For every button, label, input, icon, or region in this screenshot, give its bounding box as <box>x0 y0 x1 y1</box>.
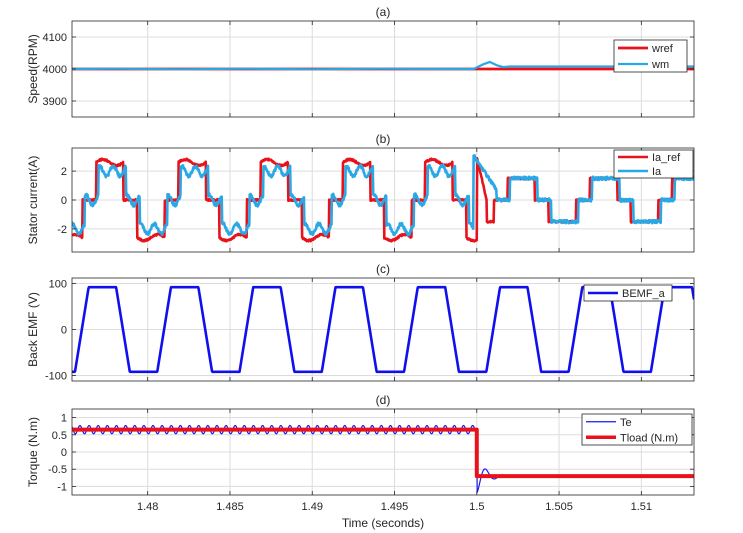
series-group <box>72 154 694 243</box>
x-tick-label: 1.5 <box>469 501 484 513</box>
y-tick-label: -0.5 <box>48 464 67 476</box>
chart-panel-4: -1 -0.5 0 0.5 1 1.48 1.485 1.49 1.495 1.5 1.505 1.5… <box>26 393 695 530</box>
y-axis-label: Stator current(A) <box>26 156 40 245</box>
legend: wref wm <box>613 39 688 73</box>
legend-label: BEMF_a <box>622 288 666 300</box>
y-tick-label: 3900 <box>43 96 67 108</box>
x-axis-label: Time (seconds) <box>342 516 424 530</box>
series-line-ia <box>72 154 694 237</box>
legend-label: Ia <box>652 166 662 178</box>
y-tick-label: 2 <box>61 166 67 178</box>
y-tick-label: -2 <box>57 224 67 236</box>
legend-box <box>583 284 673 302</box>
series-line-tload-n-m- <box>72 427 694 479</box>
legend: BEMF_a <box>583 284 673 302</box>
y-tick-label: -1 <box>57 481 67 493</box>
panel-title: (c) <box>376 262 390 276</box>
y-axis-label: Speed(RPM) <box>26 34 40 103</box>
panel-title: (b) <box>376 132 391 146</box>
series-line-wm <box>72 60 694 71</box>
x-tick-label: 1.49 <box>302 501 323 513</box>
chart-panel-3: -100 0 100 (c) Back EMF (V) BEMF_a <box>26 262 695 382</box>
legend: Te Tload (N.m) <box>581 413 693 446</box>
x-tick-label: 1.495 <box>381 501 409 513</box>
x-tick-label: 1.485 <box>216 501 244 513</box>
series-group <box>72 424 694 494</box>
y-tick-label: 0 <box>61 195 67 207</box>
legend-box <box>613 39 688 73</box>
y-tick-label: 100 <box>49 279 67 291</box>
legend-box <box>613 149 694 179</box>
panel-title: (d) <box>376 393 391 407</box>
y-tick-label: 0 <box>61 447 67 459</box>
legend-box <box>581 413 693 446</box>
y-tick-label: -100 <box>45 370 67 382</box>
legend-label: wref <box>651 43 674 55</box>
legend-label: Tload (N.m) <box>620 432 678 444</box>
y-tick-label: 0 <box>61 325 67 337</box>
legend: Ia_ref Ia <box>613 149 694 179</box>
y-tick-label: 0.5 <box>52 430 67 442</box>
legend-label: Ia_ref <box>652 152 681 164</box>
legend-label: wm <box>651 59 669 71</box>
x-tick-label: 1.505 <box>545 501 573 513</box>
legend-label: Te <box>620 417 632 429</box>
y-tick-label: 4100 <box>43 32 67 44</box>
y-axis-label: Torque (N.m) <box>26 417 40 487</box>
panel-title: (a) <box>376 5 391 19</box>
y-tick-label: 4000 <box>43 64 67 76</box>
y-axis-label: Back EMF (V) <box>26 292 40 367</box>
x-tick-label: 1.51 <box>631 501 652 513</box>
chart-panel-1: 3900 4000 4100 (a) Speed(RPM) wref wm <box>26 5 695 118</box>
chart-panel-2: -2 0 2 (b) Stator current(A) Ia_ref Ia <box>26 132 695 253</box>
y-tick-label: 1 <box>61 413 67 425</box>
x-tick-label: 1.48 <box>137 501 158 513</box>
